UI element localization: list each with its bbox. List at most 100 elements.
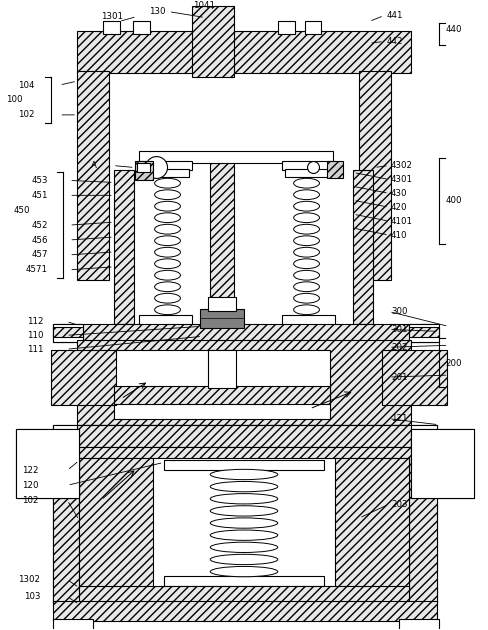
Text: 100: 100 — [6, 96, 22, 105]
Ellipse shape — [155, 190, 181, 200]
Text: 121: 121 — [391, 415, 407, 423]
Text: 4101: 4101 — [391, 217, 413, 226]
Bar — [192, 6, 234, 77]
Text: 201: 201 — [391, 372, 407, 382]
Bar — [411, 428, 474, 498]
Text: 130: 130 — [149, 7, 165, 16]
Text: 440: 440 — [446, 25, 462, 34]
Ellipse shape — [210, 566, 278, 576]
Ellipse shape — [210, 518, 278, 528]
Ellipse shape — [210, 469, 278, 479]
Bar — [53, 447, 437, 604]
Ellipse shape — [294, 282, 320, 292]
Ellipse shape — [294, 259, 320, 268]
Text: 400: 400 — [446, 196, 462, 205]
Text: 457: 457 — [32, 250, 48, 260]
Ellipse shape — [210, 481, 278, 492]
Text: 4571: 4571 — [25, 265, 47, 274]
Ellipse shape — [294, 248, 320, 257]
Ellipse shape — [155, 224, 181, 234]
Bar — [135, 161, 153, 180]
Bar — [142, 168, 189, 178]
Bar — [139, 316, 192, 326]
Bar — [409, 328, 439, 337]
Text: 122: 122 — [21, 466, 38, 475]
Bar — [53, 425, 437, 449]
Text: 4302: 4302 — [391, 161, 413, 170]
Bar — [53, 324, 437, 342]
Bar — [77, 340, 411, 427]
Text: 102: 102 — [21, 496, 38, 505]
Bar — [282, 316, 335, 326]
Text: 410: 410 — [391, 231, 407, 239]
Ellipse shape — [155, 259, 181, 268]
Ellipse shape — [294, 202, 320, 211]
Text: 453: 453 — [32, 176, 48, 185]
Text: 1302: 1302 — [18, 575, 40, 584]
Bar — [51, 350, 116, 405]
Ellipse shape — [210, 554, 278, 564]
Bar — [114, 386, 330, 404]
Bar — [53, 447, 437, 604]
Text: 102: 102 — [18, 110, 34, 119]
Text: 112: 112 — [27, 317, 44, 326]
Ellipse shape — [210, 530, 278, 541]
Bar — [16, 428, 79, 498]
Bar — [77, 425, 411, 449]
Text: 202: 202 — [391, 343, 407, 352]
Text: A: A — [91, 161, 97, 170]
Text: 452: 452 — [32, 220, 48, 229]
Ellipse shape — [210, 494, 278, 504]
Bar — [77, 32, 411, 73]
Bar — [53, 619, 93, 630]
Ellipse shape — [155, 305, 181, 314]
Text: 442: 442 — [387, 37, 404, 46]
Bar — [163, 461, 325, 471]
Bar — [53, 425, 437, 449]
Text: 1301: 1301 — [101, 12, 123, 21]
Text: 441: 441 — [387, 11, 404, 20]
Ellipse shape — [155, 236, 181, 246]
Circle shape — [307, 161, 320, 173]
Bar — [79, 586, 409, 604]
Bar — [16, 428, 79, 498]
Text: 103: 103 — [23, 592, 40, 601]
Bar — [305, 21, 322, 35]
Text: 111: 111 — [27, 345, 44, 354]
Ellipse shape — [155, 282, 181, 292]
Text: 300: 300 — [391, 307, 407, 316]
Ellipse shape — [155, 270, 181, 280]
Bar — [409, 324, 439, 342]
Text: 4301: 4301 — [391, 175, 413, 184]
Ellipse shape — [155, 178, 181, 188]
Bar — [77, 71, 109, 280]
Bar — [114, 350, 330, 419]
Bar — [133, 21, 150, 35]
Bar — [278, 21, 295, 35]
Bar — [139, 161, 192, 171]
Ellipse shape — [294, 236, 320, 246]
Ellipse shape — [294, 213, 320, 222]
Bar — [411, 428, 474, 498]
Text: 200: 200 — [446, 358, 462, 368]
Ellipse shape — [155, 294, 181, 303]
Ellipse shape — [294, 178, 320, 188]
Text: 456: 456 — [32, 236, 48, 244]
Bar — [114, 171, 134, 324]
Bar — [285, 168, 332, 178]
Text: 451: 451 — [32, 191, 48, 200]
Bar — [103, 21, 120, 35]
Text: 203: 203 — [391, 500, 407, 508]
Ellipse shape — [294, 190, 320, 200]
Bar — [79, 459, 153, 590]
Bar — [163, 576, 325, 586]
Text: 110: 110 — [27, 331, 44, 340]
Ellipse shape — [210, 542, 278, 553]
Bar — [139, 151, 333, 163]
Ellipse shape — [155, 213, 181, 222]
Bar — [382, 350, 447, 405]
Bar — [353, 171, 373, 324]
Bar — [137, 163, 150, 173]
Bar — [327, 161, 344, 178]
Bar — [200, 309, 244, 328]
